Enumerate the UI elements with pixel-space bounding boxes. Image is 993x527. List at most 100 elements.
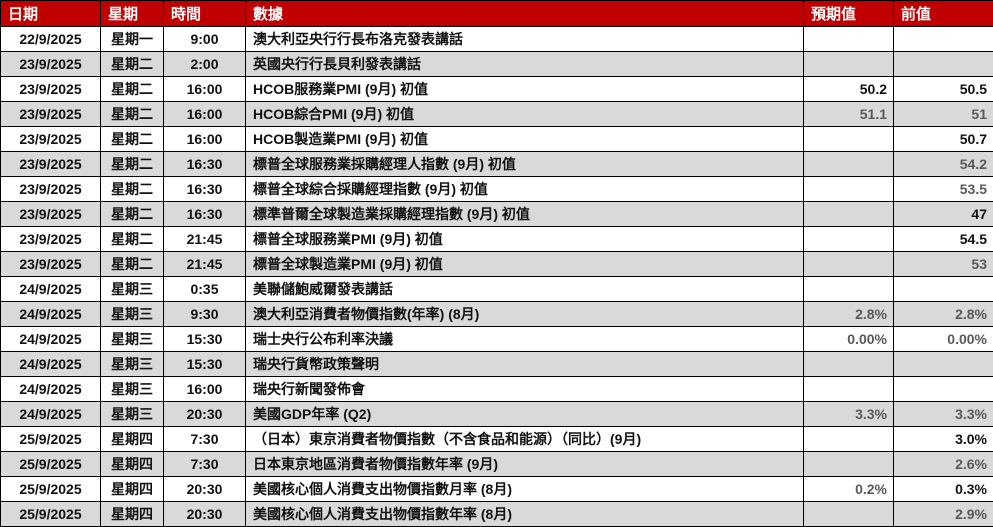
date-cell: 24/9/2025 — [0, 301, 101, 327]
date-cell: 23/9/2025 — [0, 51, 101, 77]
time-cell: 0:35 — [163, 276, 246, 302]
weekday-cell: 星期四 — [100, 451, 164, 477]
event-cell: 美國GDP年率 (Q2) — [245, 401, 804, 427]
previous-cell: 2.8% — [893, 301, 993, 327]
date-cell: 23/9/2025 — [0, 226, 101, 252]
event-cell: 美國核心個人消費支出物價指數年率 (8月) — [245, 501, 804, 527]
table-row: 25/9/2025 星期四 20:30 美國核心個人消費支出物價指數年率 (8月) 2.… — [0, 501, 993, 527]
weekday-cell: 星期二 — [100, 76, 164, 102]
date-cell: 25/9/2025 — [0, 476, 101, 502]
time-cell: 2:00 — [163, 51, 246, 77]
event-cell: 瑞央行貨幣政策聲明 — [245, 351, 804, 377]
event-cell: 美聯儲鮑威爾發表講話 — [245, 276, 804, 302]
time-cell: 7:30 — [163, 426, 246, 452]
previous-cell: 51 — [893, 101, 993, 127]
table-row: 22/9/2025 星期一 9:00 澳大利亞央行行長布洛克發表講話 — [0, 26, 993, 52]
previous-cell: 54.5 — [893, 226, 993, 252]
weekday-cell: 星期四 — [100, 501, 164, 527]
forecast-cell — [803, 126, 894, 152]
forecast-cell — [803, 176, 894, 202]
previous-cell — [893, 376, 993, 402]
previous-cell — [893, 26, 993, 52]
previous-cell: 50.5 — [893, 76, 993, 102]
table-row: 23/9/2025 星期二 16:00 HCOB綜合PMI (9月) 初值 51.1 51 — [0, 101, 993, 127]
forecast-cell — [803, 501, 894, 527]
forecast-cell — [803, 51, 894, 77]
table-row: 23/9/2025 星期二 16:30 標普全球服務業採購經理人指數 (9月) 初值 5… — [0, 151, 993, 177]
table-row: 23/9/2025 星期二 21:45 標普全球製造業PMI (9月) 初值 53 — [0, 251, 993, 277]
table-row: 23/9/2025 星期二 16:30 標準普爾全球製造業採購經理指數 (9月) 初值… — [0, 201, 993, 227]
date-cell: 23/9/2025 — [0, 101, 101, 127]
date-cell: 24/9/2025 — [0, 401, 101, 427]
previous-cell: 50.7 — [893, 126, 993, 152]
weekday-cell: 星期二 — [100, 51, 164, 77]
table-row: 23/9/2025 星期二 21:45 標普全球服務業PMI (9月) 初值 54.5 — [0, 226, 993, 252]
forecast-cell — [803, 26, 894, 52]
weekday-cell: 星期一 — [100, 26, 164, 52]
table-header: 日期 星期 時間 數據 預期值 前值 — [0, 0, 993, 27]
date-cell: 23/9/2025 — [0, 76, 101, 102]
time-cell: 20:30 — [163, 401, 246, 427]
header-time: 時間 — [163, 0, 246, 27]
time-cell: 16:00 — [163, 76, 246, 102]
weekday-cell: 星期三 — [100, 401, 164, 427]
time-cell: 16:30 — [163, 151, 246, 177]
event-cell: 美國核心個人消費支出物價指數月率 (8月) — [245, 476, 804, 502]
weekday-cell: 星期三 — [100, 351, 164, 377]
table-row: 23/9/2025 星期二 16:00 HCOB服務業PMI (9月) 初值 50.2 5… — [0, 76, 993, 102]
table-body: 22/9/2025 星期一 9:00 澳大利亞央行行長布洛克發表講話 23/9/2025… — [0, 26, 993, 527]
time-cell: 9:00 — [163, 26, 246, 52]
previous-cell: 54.2 — [893, 151, 993, 177]
weekday-cell: 星期四 — [100, 476, 164, 502]
previous-cell: 47 — [893, 201, 993, 227]
time-cell: 15:30 — [163, 351, 246, 377]
time-cell: 16:30 — [163, 176, 246, 202]
event-cell: 標普全球服務業採購經理人指數 (9月) 初值 — [245, 151, 804, 177]
date-cell: 24/9/2025 — [0, 351, 101, 377]
event-cell: HCOB服務業PMI (9月) 初值 — [245, 76, 804, 102]
date-cell: 23/9/2025 — [0, 201, 101, 227]
table-row: 24/9/2025 星期三 15:30 瑞士央行公布利率決議 0.00% 0.00% — [0, 326, 993, 352]
table-row: 23/9/2025 星期二 16:30 標普全球綜合採購經理指數 (9月) 初值 53.… — [0, 176, 993, 202]
date-cell: 23/9/2025 — [0, 176, 101, 202]
date-cell: 25/9/2025 — [0, 501, 101, 527]
event-cell: 瑞央行新聞發佈會 — [245, 376, 804, 402]
previous-cell: 0.00% — [893, 326, 993, 352]
forecast-cell — [803, 426, 894, 452]
event-cell: 日本東京地區消費者物價指數年率 (9月) — [245, 451, 804, 477]
date-cell: 23/9/2025 — [0, 251, 101, 277]
forecast-cell — [803, 226, 894, 252]
event-cell: 澳大利亞央行行長布洛克發表講話 — [245, 26, 804, 52]
forecast-cell — [803, 451, 894, 477]
time-cell: 21:45 — [163, 251, 246, 277]
forecast-cell: 2.8% — [803, 301, 894, 327]
forecast-cell — [803, 251, 894, 277]
time-cell: 20:30 — [163, 501, 246, 527]
table-row: 24/9/2025 星期三 0:35 美聯儲鮑威爾發表講話 — [0, 276, 993, 302]
weekday-cell: 星期二 — [100, 251, 164, 277]
previous-cell: 2.6% — [893, 451, 993, 477]
header-weekday: 星期 — [100, 0, 164, 27]
event-cell: 標普全球服務業PMI (9月) 初值 — [245, 226, 804, 252]
weekday-cell: 星期三 — [100, 326, 164, 352]
date-cell: 25/9/2025 — [0, 426, 101, 452]
table-row: 25/9/2025 星期四 7:30 日本東京地區消費者物價指數年率 (9月) 2.6% — [0, 451, 993, 477]
time-cell: 16:30 — [163, 201, 246, 227]
weekday-cell: 星期二 — [100, 101, 164, 127]
time-cell: 7:30 — [163, 451, 246, 477]
event-cell: HCOB製造業PMI (9月) 初值 — [245, 126, 804, 152]
weekday-cell: 星期二 — [100, 201, 164, 227]
event-cell: 標普全球綜合採購經理指數 (9月) 初值 — [245, 176, 804, 202]
forecast-cell: 0.00% — [803, 326, 894, 352]
event-cell: 澳大利亞消費者物價指數(年率) (8月) — [245, 301, 804, 327]
date-cell: 24/9/2025 — [0, 326, 101, 352]
weekday-cell: 星期二 — [100, 126, 164, 152]
weekday-cell: 星期三 — [100, 276, 164, 302]
header-date: 日期 — [0, 0, 101, 27]
weekday-cell: 星期三 — [100, 301, 164, 327]
date-cell: 24/9/2025 — [0, 276, 101, 302]
date-cell: 24/9/2025 — [0, 376, 101, 402]
time-cell: 15:30 — [163, 326, 246, 352]
time-cell: 21:45 — [163, 226, 246, 252]
